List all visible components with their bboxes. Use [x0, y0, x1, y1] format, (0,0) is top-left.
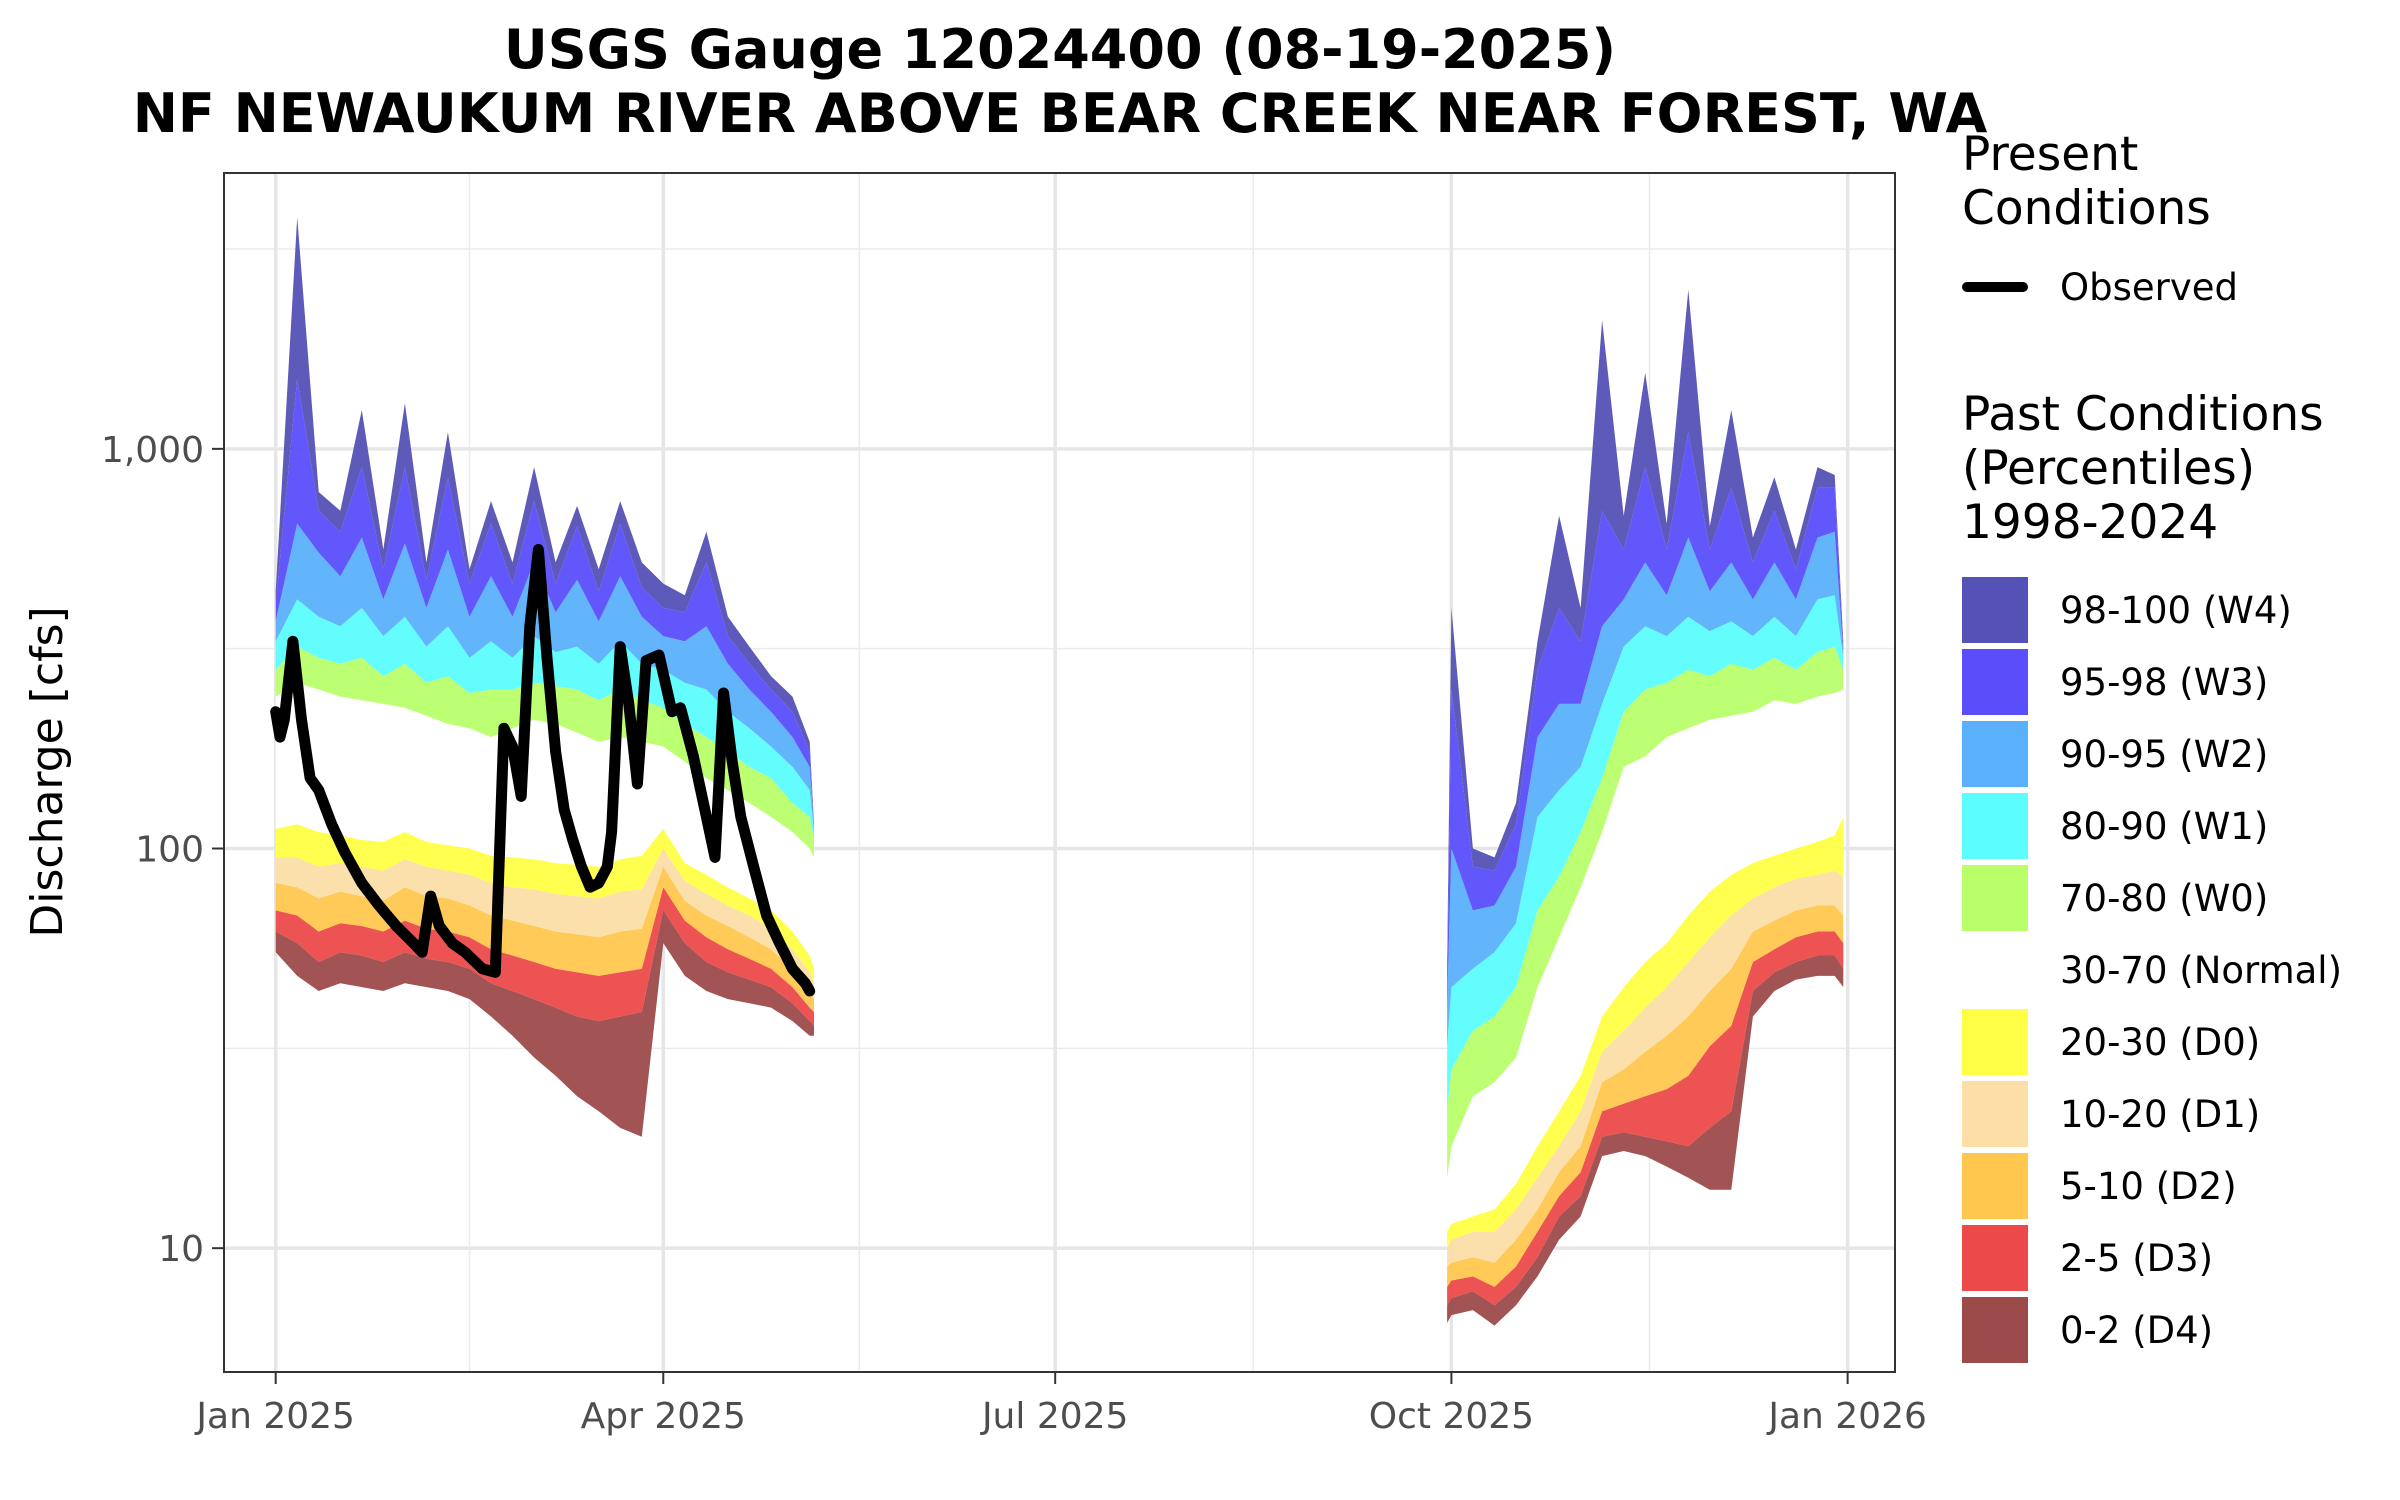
x-tick-label: Oct 2025 — [1369, 1396, 1534, 1437]
legend-item-percentile: 90-95 (W2) — [1962, 718, 2392, 790]
legend-swatch — [1962, 865, 2028, 931]
legend-label: 95-98 (W3) — [2060, 660, 2269, 704]
legend-label: 98-100 (W4) — [2060, 588, 2292, 632]
present-conditions-title-2: Conditions — [1962, 181, 2211, 236]
legend-item-percentile: 20-30 (D0) — [1962, 1006, 2392, 1078]
legend-item-percentile: 2-5 (D3) — [1962, 1222, 2392, 1294]
percentile-band-p80-p90 — [1447, 595, 1844, 1112]
legend-label: 80-90 (W1) — [2060, 804, 2269, 848]
percentile-band-p98-p100 — [1447, 289, 1844, 988]
x-tick-label: Jan 2025 — [194, 1396, 355, 1437]
legend-swatch — [1962, 721, 2028, 787]
legend: Present Conditions Observed Past Conditi… — [1962, 128, 2392, 1366]
y-tick-label: 10 — [158, 1229, 204, 1270]
percentile-band-p90-p95 — [1447, 531, 1844, 1047]
x-tick-label: Apr 2025 — [581, 1396, 746, 1437]
y-axis-title: Discharge [cfs] — [22, 606, 73, 937]
percentile-band-p0-p2 — [275, 910, 814, 1137]
legend-label: 20-30 (D0) — [2060, 1020, 2261, 1064]
x-tick-label: Jul 2025 — [980, 1396, 1129, 1437]
legend-item-percentile: 95-98 (W3) — [1962, 646, 2392, 718]
percentile-band-p20-p30 — [1447, 816, 1844, 1249]
legend-swatch — [1962, 1009, 2028, 1075]
percentile-band-p30-p70 — [1447, 689, 1844, 1232]
chart-title-line-2: NF NEWAUKUM RIVER ABOVE BEAR CREEK NEAR … — [132, 82, 1988, 145]
percentile-band-p30-p70 — [275, 682, 814, 969]
legend-swatch — [1962, 1081, 2028, 1147]
observed-line — [270, 544, 816, 997]
legend-label: 30-70 (Normal) — [2060, 948, 2343, 992]
legend-label: 5-10 (D2) — [2060, 1164, 2237, 1208]
percentile-band-p80-p90 — [275, 599, 814, 840]
present-conditions-title-1: Present — [1962, 127, 2139, 182]
legend-item-observed: Observed — [1962, 262, 2392, 312]
percentile-band-p90-p95 — [275, 523, 814, 832]
legend-item-percentile: 30-70 (Normal) — [1962, 934, 2392, 1006]
legend-item-percentile: 0-2 (D4) — [1962, 1294, 2392, 1366]
percentile-legend-list: 98-100 (W4) 95-98 (W3) 90-95 (W2) 80-90 (W1… — [1962, 574, 2392, 1366]
x-tick-label: Jan 2026 — [1766, 1396, 1927, 1437]
legend-label: 2-5 (D3) — [2060, 1236, 2214, 1280]
percentile-band-p98-p100 — [275, 217, 814, 826]
percentile-band-p0-p2 — [1447, 955, 1844, 1326]
past-conditions-title-1: Past Conditions — [1962, 387, 2324, 442]
percentile-band-p95-p98 — [275, 378, 814, 829]
plot-panel-border — [223, 172, 1896, 1373]
percentile-band-p5-p10 — [1447, 905, 1844, 1287]
legend-swatch — [1962, 1297, 2028, 1363]
percentile-bands — [275, 217, 1844, 1326]
legend-item-percentile: 10-20 (D1) — [1962, 1078, 2392, 1150]
legend-swatch — [1962, 577, 2028, 643]
axes: 10 100 1,000 Jan 2025 Apr 2025 Jul 2025 Oct 20… — [101, 430, 1927, 1437]
observed-line-swatch — [1962, 282, 2028, 292]
chart-title: USGS Gauge 12024400 (08-19-2025) NF NEWA… — [0, 18, 2120, 146]
legend-item-percentile: 70-80 (W0) — [1962, 862, 2392, 934]
percentile-band-p10-p20 — [275, 848, 814, 1000]
observed-series — [270, 544, 816, 997]
past-conditions-title-2: (Percentiles) — [1962, 441, 2256, 496]
legend-label-observed: Observed — [2060, 265, 2239, 309]
legend-label: 10-20 (D1) — [2060, 1092, 2261, 1136]
legend-label: 90-95 (W2) — [2060, 732, 2269, 776]
percentile-band-p2-p5 — [275, 887, 814, 1026]
legend-item-percentile: 5-10 (D2) — [1962, 1150, 2392, 1222]
legend-item-percentile: 98-100 (W4) — [1962, 574, 2392, 646]
y-tick-label: 1,000 — [101, 430, 204, 471]
legend-item-percentile: 80-90 (W1) — [1962, 790, 2392, 862]
legend-swatch — [1962, 937, 2028, 1003]
percentile-band-p95-p98 — [1447, 432, 1844, 1008]
legend-swatch — [1962, 1225, 2028, 1291]
percentile-band-p70-p80 — [275, 646, 814, 858]
percentile-band-p5-p10 — [275, 866, 814, 1012]
legend-label: 70-80 (W0) — [2060, 876, 2269, 920]
legend-swatch — [1962, 649, 2028, 715]
legend-swatch — [1962, 793, 2028, 859]
chart-title-line-1: USGS Gauge 12024400 (08-19-2025) — [503, 18, 1617, 81]
y-tick-label: 100 — [135, 830, 204, 871]
legend-label: 0-2 (D4) — [2060, 1308, 2214, 1352]
percentile-band-p2-p5 — [1447, 931, 1844, 1306]
percentile-band-p10-p20 — [1447, 870, 1844, 1267]
percentile-band-p70-p80 — [1447, 646, 1844, 1178]
legend-swatch — [1962, 1153, 2028, 1219]
percentile-band-p20-p30 — [275, 824, 814, 984]
past-conditions-title-3: 1998-2024 — [1962, 495, 2219, 550]
